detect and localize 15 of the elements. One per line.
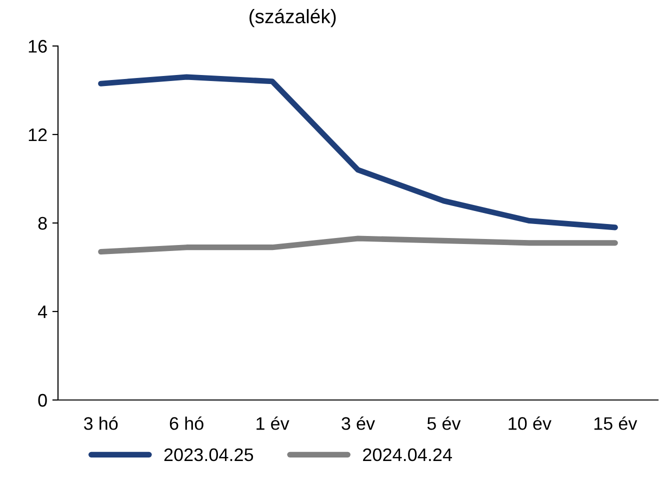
x-tick-label: 15 év [594,416,638,430]
legend-label: 2024.04.24 [363,448,452,462]
x-tick-label: 6 hó [170,416,204,430]
legend-label: 2023.04.25 [164,448,254,462]
x-tick-label: 3 év [342,416,376,430]
y-tick-label: 16 [28,40,47,53]
x-tick-label: 1 év [256,416,290,430]
y-tick-label: 4 [38,306,48,318]
y-tick-label: 8 [38,216,47,230]
y-tick-label: 0 [38,394,47,407]
y-tick-label: 12 [28,128,47,142]
x-tick-label: 3 hó [84,416,118,430]
x-tick-label: 10 év [508,416,552,430]
x-tick-label: 5 év [427,416,461,430]
chart-subtitle: (százalék) [250,8,336,28]
